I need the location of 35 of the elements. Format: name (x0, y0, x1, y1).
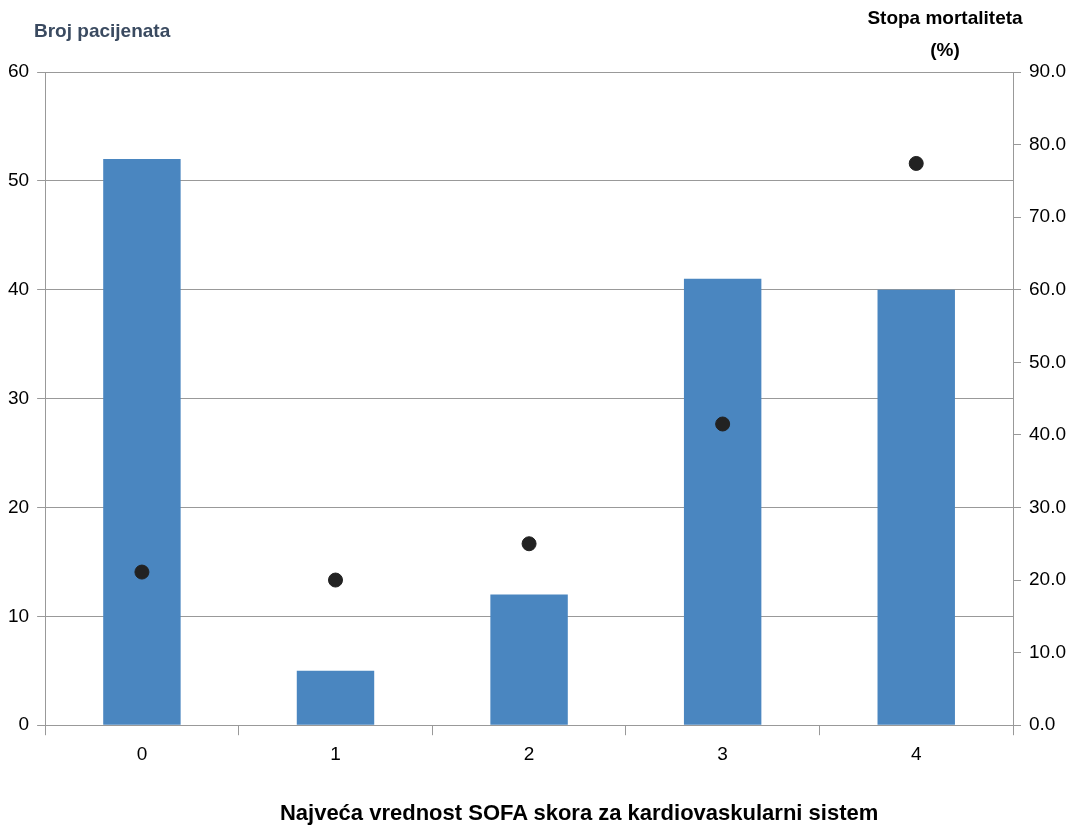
y-tick-label: 60 (7, 60, 30, 82)
y-tick-label: 0 (18, 713, 30, 735)
point (521, 536, 537, 552)
bar (683, 278, 762, 725)
point (328, 572, 343, 588)
y2-tick-label: 0.0 (1029, 713, 1056, 735)
x-tick-label: 1 (330, 742, 341, 764)
x-tick-label: 3 (717, 742, 728, 764)
x-axis-title: Najveća vrednost SOFA skora za kardiovaskularni sistem (279, 800, 879, 825)
y-tick-label: 30 (7, 386, 30, 408)
y-tick-label: 40 (7, 277, 30, 299)
y2-tick-label: 30.0 (1029, 495, 1066, 517)
bar (877, 289, 955, 725)
point (715, 416, 731, 432)
bar (296, 670, 375, 725)
x-tick-label: 2 (523, 742, 535, 764)
y-tick-label: 20 (7, 495, 30, 517)
y2-tick-label: 20.0 (1029, 568, 1066, 590)
y2-tick-label: 70.0 (1029, 205, 1066, 227)
bar (103, 159, 181, 725)
y-axis-title: Broj pacijenata (34, 20, 171, 41)
y2-tick-label: 50.0 (1029, 350, 1066, 372)
point (908, 155, 924, 171)
y-tick-label: 50 (7, 169, 30, 191)
x-tick-label: 0 (136, 742, 148, 764)
y2-axis-title: Stopa mortaliteta (%) (867, 7, 1024, 60)
x-tick-label: 4 (910, 742, 922, 764)
y2-tick-label: 40.0 (1029, 423, 1066, 445)
bar (490, 594, 568, 725)
point (134, 564, 150, 580)
y2-tick-label: 80.0 (1029, 132, 1066, 154)
y2-tick-label: 60.0 (1029, 277, 1066, 299)
y2-tick-label: 10.0 (1029, 640, 1066, 662)
y-tick-label: 10 (7, 604, 30, 626)
y2-tick-label: 90.0 (1029, 60, 1066, 82)
